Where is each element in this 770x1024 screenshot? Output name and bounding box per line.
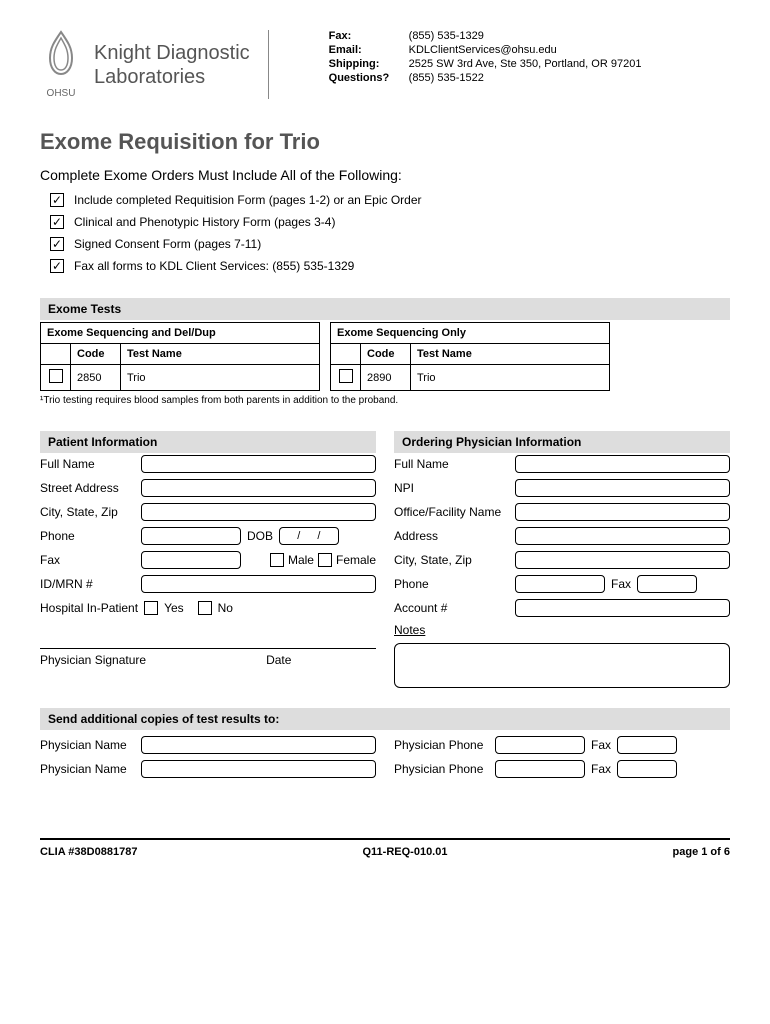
patient-fax-input[interactable]: [141, 551, 241, 569]
patient-phone-input[interactable]: [141, 527, 241, 545]
footer-page: page 1 of 6: [673, 846, 730, 858]
subtitle: Complete Exome Orders Must Include All o…: [40, 167, 730, 183]
tests-header: Exome Tests: [40, 298, 730, 320]
questions-label: Questions?: [329, 72, 409, 84]
physician-header: Ordering Physician Information: [394, 431, 730, 453]
email-value: KDLClientServices@ohsu.edu: [409, 44, 557, 56]
flame-icon: [40, 30, 82, 85]
fax-value: (855) 535-1329: [409, 30, 484, 42]
checklist-item: ✓Fax all forms to KDL Client Services: (…: [50, 259, 730, 273]
checklist: ✓Include completed Requitision Form (pag…: [50, 193, 730, 273]
test-table-only: Exome Sequencing Only CodeTest Name 2890…: [330, 322, 610, 391]
checklist-item: ✓Signed Consent Form (pages 7-11): [50, 237, 730, 251]
footer: CLIA #38D0881787 Q11-REQ-010.01 page 1 o…: [40, 838, 730, 858]
copies-row: Physician Name Physician Phone Fax: [40, 760, 730, 778]
inpatient-yes-checkbox[interactable]: [144, 601, 158, 615]
copy-fax-input[interactable]: [617, 760, 677, 778]
checklist-item: ✓Clinical and Phenotypic History Form (p…: [50, 215, 730, 229]
test-checkbox[interactable]: [339, 369, 353, 383]
test-table-deldup: Exome Sequencing and Del/Dup CodeTest Na…: [40, 322, 320, 391]
physician-col: Ordering Physician Information Full Name…: [394, 431, 730, 688]
male-checkbox[interactable]: [270, 553, 284, 567]
copy-phone-input[interactable]: [495, 736, 585, 754]
physician-phone-input[interactable]: [515, 575, 605, 593]
copies-row: Physician Name Physician Phone Fax: [40, 736, 730, 754]
signature-block: Physician SignatureDate: [40, 633, 376, 667]
questions-value: (855) 535-1522: [409, 72, 484, 84]
physician-fax-input[interactable]: [637, 575, 697, 593]
lab-name: Knight Diagnostic Laboratories: [94, 41, 250, 89]
tests-row: Exome Sequencing and Del/Dup CodeTest Na…: [40, 322, 730, 391]
checkbox-checked-icon[interactable]: ✓: [50, 193, 64, 207]
physician-city-input[interactable]: [515, 551, 730, 569]
email-label: Email:: [329, 44, 409, 56]
patient-idmrn-input[interactable]: [141, 575, 376, 593]
info-grid: Patient Information Full Name Street Add…: [40, 431, 730, 688]
physician-name-input[interactable]: [515, 455, 730, 473]
ohsu-logo: OHSU: [40, 30, 82, 99]
tests-footnote: ¹Trio testing requires blood samples fro…: [40, 395, 730, 406]
checkbox-checked-icon[interactable]: ✓: [50, 259, 64, 273]
copy-name-input[interactable]: [141, 736, 376, 754]
shipping-value: 2525 SW 3rd Ave, Ste 350, Portland, OR 9…: [409, 58, 642, 70]
inpatient-no-checkbox[interactable]: [198, 601, 212, 615]
copy-phone-input[interactable]: [495, 760, 585, 778]
physician-account-input[interactable]: [515, 599, 730, 617]
patient-name-input[interactable]: [141, 455, 376, 473]
physician-notes-input[interactable]: [394, 643, 730, 688]
patient-city-input[interactable]: [141, 503, 376, 521]
patient-header: Patient Information: [40, 431, 376, 453]
shipping-label: Shipping:: [329, 58, 409, 70]
contact-block: Fax:(855) 535-1329 Email:KDLClientServic…: [289, 30, 730, 99]
test-checkbox[interactable]: [49, 369, 63, 383]
physician-office-input[interactable]: [515, 503, 730, 521]
fax-label: Fax:: [329, 30, 409, 42]
checklist-item: ✓Include completed Requitision Form (pag…: [50, 193, 730, 207]
org-abbr: OHSU: [40, 88, 82, 99]
copy-fax-input[interactable]: [617, 736, 677, 754]
checkbox-checked-icon[interactable]: ✓: [50, 237, 64, 251]
physician-npi-input[interactable]: [515, 479, 730, 497]
patient-col: Patient Information Full Name Street Add…: [40, 431, 376, 688]
signature-line[interactable]: [40, 633, 376, 649]
form-title: Exome Requisition for Trio: [40, 129, 730, 155]
patient-dob-input[interactable]: / /: [279, 527, 339, 545]
checkbox-checked-icon[interactable]: ✓: [50, 215, 64, 229]
footer-clia: CLIA #38D0881787: [40, 846, 137, 858]
footer-doc: Q11-REQ-010.01: [362, 846, 447, 858]
copy-name-input[interactable]: [141, 760, 376, 778]
logo-block: OHSU Knight Diagnostic Laboratories: [40, 30, 269, 99]
copies-header: Send additional copies of test results t…: [40, 708, 730, 730]
female-checkbox[interactable]: [318, 553, 332, 567]
header: OHSU Knight Diagnostic Laboratories Fax:…: [40, 30, 730, 99]
patient-street-input[interactable]: [141, 479, 376, 497]
physician-address-input[interactable]: [515, 527, 730, 545]
